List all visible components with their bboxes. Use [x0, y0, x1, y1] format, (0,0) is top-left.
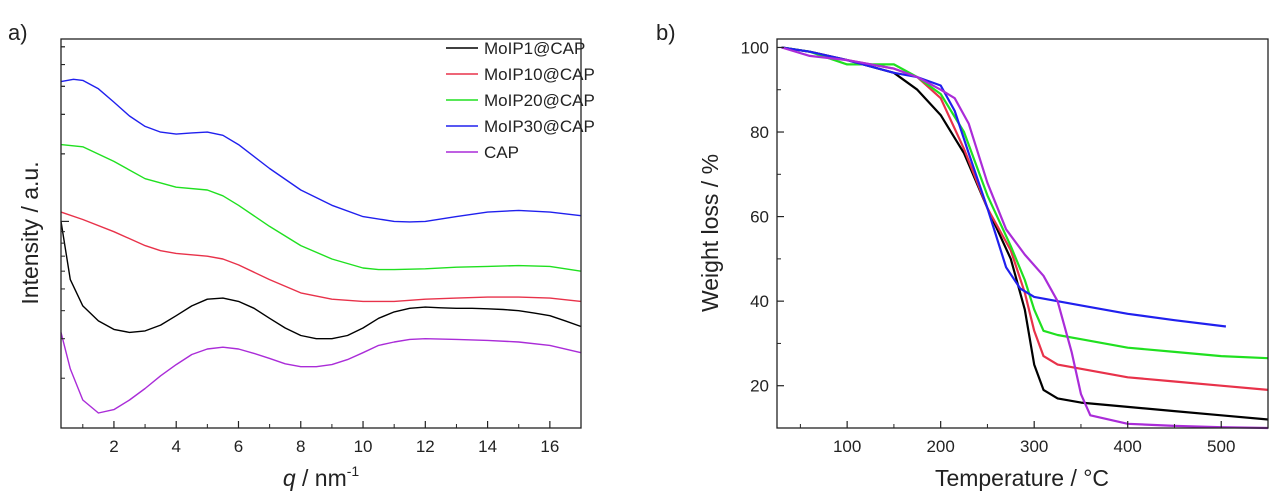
panel-b-y-tick-label: 40	[750, 292, 769, 311]
panel-b-series-moip10-cap	[781, 46, 1269, 391]
panel-b-label: b)	[656, 20, 676, 45]
panel-b-series-moip30-cap	[781, 46, 1227, 328]
panel-a-y-axis-title: Intensity / a.u.	[17, 161, 43, 304]
panel-a-series-moip1-cap	[60, 221, 582, 340]
legend-label-moip20-cap: MoIP20@CAP	[484, 91, 595, 110]
panel-a-series-cap	[60, 332, 582, 414]
panel-a-label: a)	[8, 20, 28, 45]
panel-b-series-cap	[781, 46, 1269, 430]
panel-b-y-ticks: 20 40 60 80 100	[741, 38, 784, 396]
panel-b-x-tick-label: 100	[833, 437, 861, 456]
legend-label-cap: CAP	[484, 143, 519, 162]
panel-a-series-group	[60, 78, 582, 414]
legend-label-moip1-cap: MoIP1@CAP	[484, 39, 585, 58]
panel-b-x-tick-label: 200	[926, 437, 954, 456]
panel-a-x-tick-label: 8	[296, 437, 305, 456]
panel-a-x-ticks: 2 4 6 8 10 12 14 16	[82, 421, 582, 456]
legend-label-moip30-cap: MoIP30@CAP	[484, 117, 595, 136]
panel-a-series-moip10-cap	[60, 211, 582, 303]
panel-a-x-tick-label: 6	[234, 437, 243, 456]
panel-b-series-moip20-cap	[781, 46, 1269, 360]
panel-b-y-axis-title: Weight loss / %	[697, 154, 723, 312]
panel-b-x-ticks: 100 200 300 400 500	[799, 421, 1269, 456]
panel-a-x-axis-title: q / nm-1	[283, 463, 360, 491]
panel-b-series-moip1-cap	[781, 46, 1269, 421]
panel-b-x-tick-label: 300	[1020, 437, 1048, 456]
panel-b-series-group	[781, 46, 1269, 430]
panel-a-x-tick-label: 16	[540, 437, 559, 456]
panel-b-x-tick-label: 400	[1114, 437, 1142, 456]
panel-a-x-tick-label: 4	[171, 437, 180, 456]
panel-b-tga-chart: 100 200 300 400 500 20 40 60 80 100 Temperature …	[697, 38, 1269, 491]
panel-b-plot-frame	[776, 38, 1269, 429]
panel-a-series-moip30-cap	[60, 78, 582, 223]
panel-b-y-tick-label: 100	[741, 38, 769, 57]
legend-label-moip10-cap: MoIP10@CAP	[484, 65, 595, 84]
panel-a-series-moip20-cap	[60, 143, 582, 272]
panel-a-x-axis-title-q: q	[283, 465, 296, 491]
panel-a-plot-frame	[60, 38, 582, 429]
panel-a-saxs-chart: 2 4 6 8 10 12 14 16 q / nm-1 Intensity / a.u. M…	[17, 38, 595, 491]
panel-a-x-axis-title-sup: -1	[347, 463, 360, 479]
panel-b-x-axis-title: Temperature / °C	[935, 465, 1109, 491]
panel-a-x-tick-label: 10	[354, 437, 373, 456]
panel-a-x-tick-label: 2	[109, 437, 118, 456]
panel-a-x-tick-label: 12	[416, 437, 435, 456]
panel-b-y-tick-label: 80	[750, 123, 769, 142]
panel-a-x-axis-title-unit: / nm	[296, 465, 347, 491]
panel-a-y-ticks	[61, 46, 69, 379]
panel-a-legend: MoIP1@CAP MoIP10@CAP MoIP20@CAP MoIP30@CAP C…	[446, 39, 595, 162]
panel-b-y-tick-label: 20	[750, 377, 769, 396]
panel-a-x-tick-label: 14	[478, 437, 497, 456]
panel-b-y-tick-label: 60	[750, 208, 769, 227]
panel-b-x-tick-label: 500	[1207, 437, 1235, 456]
